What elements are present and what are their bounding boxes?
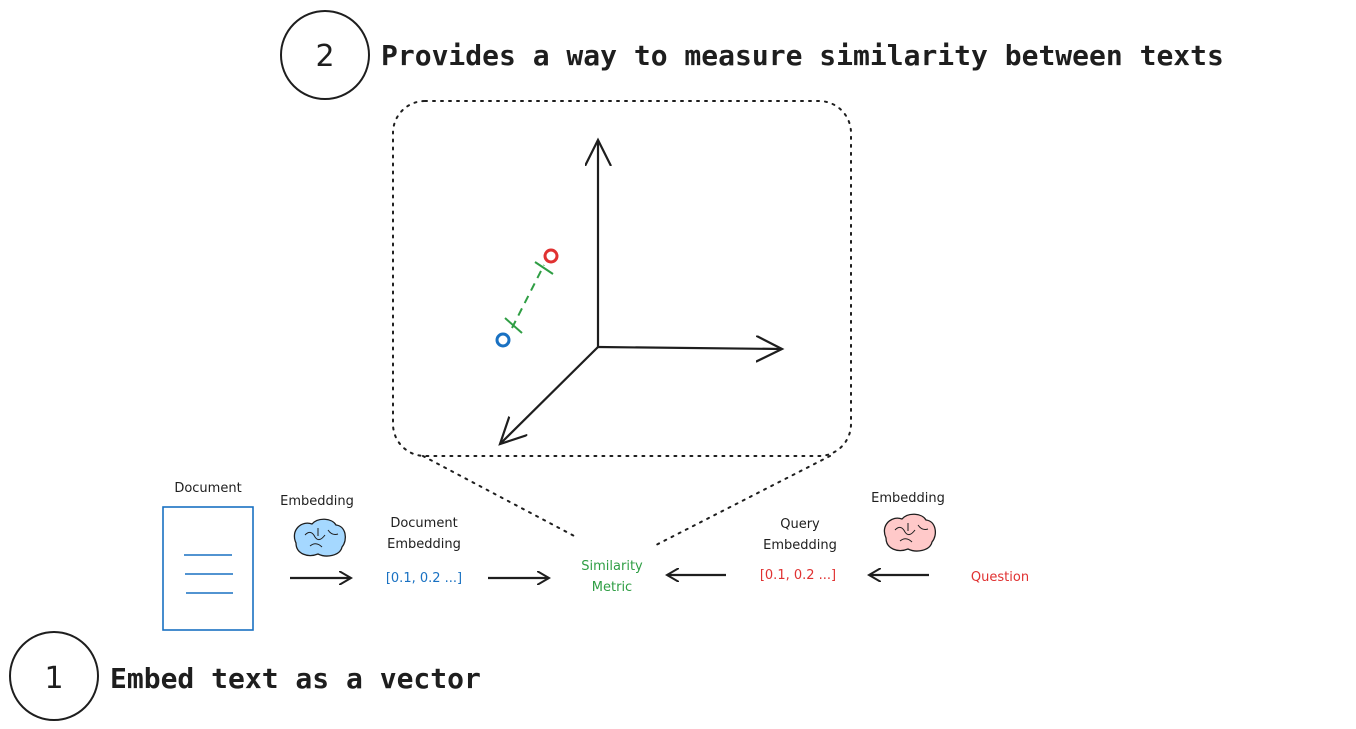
query-point — [543, 248, 559, 264]
step-number-circle — [9, 631, 99, 721]
query-vector: [0.1, 0.2 ...] — [760, 568, 836, 583]
similarity-label: Metric — [592, 580, 632, 595]
document-icon — [162, 506, 254, 631]
brain-icon — [883, 513, 937, 552]
step-2-heading: 2 Provides a way to measure similarity b… — [280, 10, 1224, 100]
similarity-label: Similarity — [581, 559, 643, 574]
document-point — [495, 332, 511, 348]
document-embedding-label: Document — [390, 516, 457, 531]
step-1-heading: 1 Embed text as a vector — [9, 631, 481, 721]
document-embedding-label: Embedding — [387, 537, 461, 552]
query-embedding-label: Query — [780, 517, 820, 532]
step-number: 2 — [315, 39, 334, 74]
zoom-callout — [392, 100, 852, 546]
embedding-label: Embedding — [871, 491, 945, 506]
step-number: 1 — [44, 661, 63, 696]
brain-icon — [293, 518, 347, 557]
flow-arrows — [290, 575, 929, 578]
step-number-circle — [280, 10, 370, 100]
embedding-label: Embedding — [280, 494, 354, 509]
document-vector: [0.1, 0.2 ...] — [386, 571, 462, 586]
step-text: Embed text as a vector — [110, 662, 481, 695]
document-label: Document — [174, 481, 241, 496]
step-text: Provides a way to measure similarity bet… — [381, 39, 1224, 72]
similarity-distance — [495, 248, 559, 348]
query-embedding-label: Embedding — [763, 538, 837, 553]
question-label: Question — [971, 570, 1029, 585]
3d-axes-icon — [500, 140, 782, 444]
